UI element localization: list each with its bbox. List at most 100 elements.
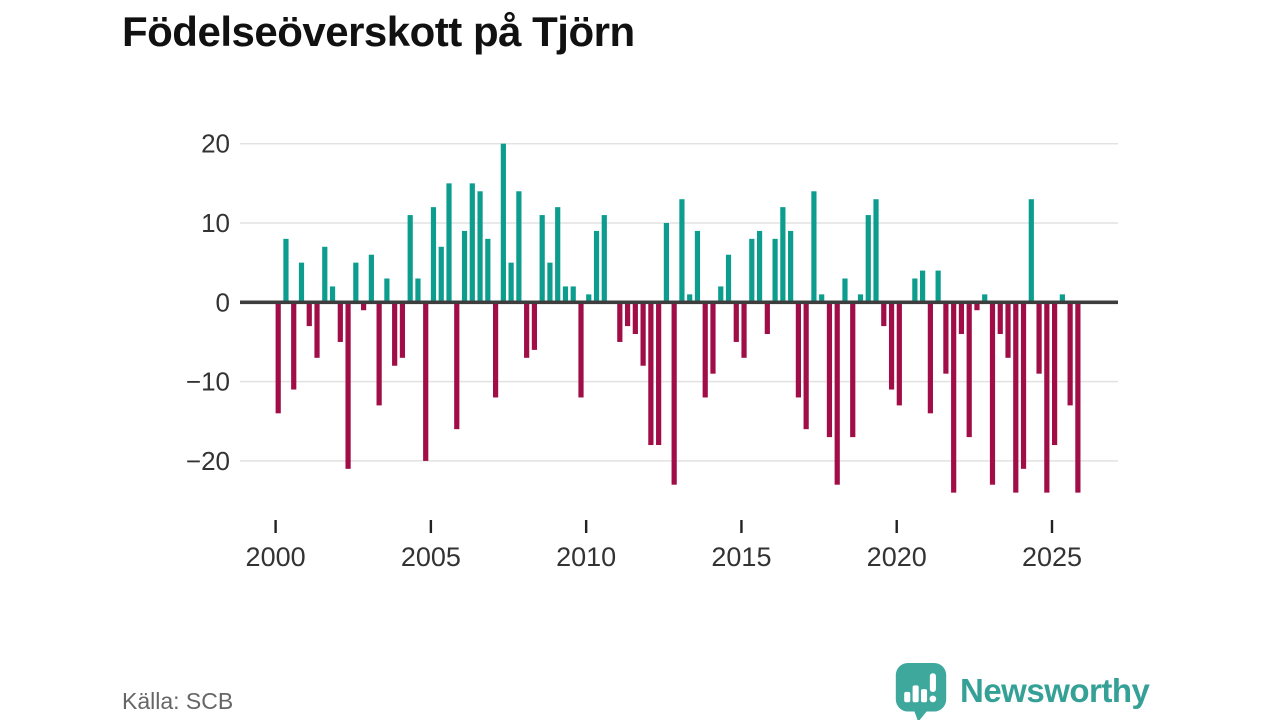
bar [555,207,561,303]
bar [974,302,980,311]
bar [477,191,483,303]
logo-exclamation-dot [929,695,937,703]
logo-bar-2 [912,685,919,703]
bar [1059,294,1065,303]
logo-exclamation-bar [929,673,936,692]
bar [500,143,506,303]
bar [935,270,941,303]
bar [733,302,739,342]
bar [749,238,755,303]
bar [562,286,569,303]
bar [989,302,996,485]
bar [718,286,724,303]
bar [1028,199,1034,303]
source-label: Källa: SCB [122,688,234,714]
bar [702,302,708,398]
y-axis-label: 20 [201,129,230,159]
bar [826,302,833,438]
bar [430,207,437,303]
bar [679,199,685,303]
bar [539,215,545,303]
bar [656,302,662,446]
bar [811,191,817,303]
bar [865,215,871,303]
bar [943,302,949,374]
bar [632,302,638,335]
bar [570,286,576,303]
bar [446,183,452,303]
bar [966,302,972,438]
bar [1013,302,1019,493]
bar [485,238,491,303]
y-axis-label: 0 [216,287,230,317]
bar [384,278,390,303]
bar [873,199,879,303]
bar [982,294,988,303]
bar [1020,302,1027,469]
bar [508,262,514,303]
bar [306,302,312,327]
bar [958,302,965,335]
bar [803,302,809,430]
bar [337,302,343,342]
bar [415,278,421,303]
bar [345,302,351,469]
x-axis-tick [895,520,898,533]
gridline [240,142,1118,145]
bar [663,223,669,303]
bar [601,215,607,303]
bar [842,278,848,303]
bar [469,183,475,303]
logo-bar-3 [921,689,928,703]
bar [687,294,693,303]
x-axis-tick [274,520,277,533]
bar [997,302,1003,335]
bar [819,294,825,303]
bar [710,302,716,374]
gridline [240,222,1118,224]
bar [772,238,778,303]
bar [648,302,654,446]
bar [857,294,864,303]
bar [951,302,957,493]
bar [927,302,933,414]
x-axis-label: 2020 [867,542,927,572]
bar [329,286,336,303]
bar [756,230,763,303]
x-axis-label: 2005 [401,542,461,572]
bar [888,302,895,390]
bar [764,302,770,335]
bar [353,262,359,303]
bar [1044,302,1050,493]
x-axis-label: 2000 [246,542,306,572]
bar [438,246,444,303]
bar [780,207,786,303]
bar [795,302,801,398]
logo-text: Newsworthy [960,672,1150,709]
x-axis-label: 2025 [1022,542,1082,572]
bar [516,191,522,303]
bar [1052,302,1058,446]
bar [407,215,413,303]
x-axis-tick [1050,520,1054,533]
bar [617,302,623,342]
bar [920,270,926,303]
x-axis-tick [584,520,588,533]
bar [671,302,677,485]
y-axis-label: 10 [201,208,230,238]
x-axis-label: 2015 [711,542,771,572]
bar [524,302,530,358]
bar [850,302,856,438]
bar [423,302,429,461]
bar [461,230,468,303]
bar [912,278,918,303]
bar [547,262,553,303]
newsworthy-logo: Newsworthy [893,660,1150,720]
bar [741,302,747,358]
x-axis-tick [429,520,433,533]
gridline [240,460,1118,462]
zero-line [240,300,1118,305]
bar [593,230,600,303]
y-axis-label: −20 [186,446,230,476]
